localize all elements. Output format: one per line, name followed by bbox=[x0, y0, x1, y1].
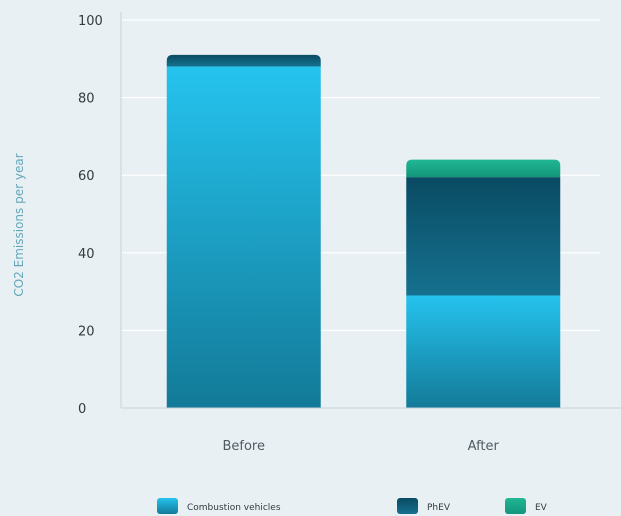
legend-item: PhEV bbox=[397, 498, 451, 514]
y-tick-label: 100 bbox=[78, 14, 103, 29]
x-tick-label: After bbox=[468, 439, 500, 454]
bar-after-ev bbox=[406, 159, 561, 178]
y-tick-label: 20 bbox=[78, 324, 95, 339]
y-tick-label: 60 bbox=[78, 169, 95, 184]
legend-swatch bbox=[397, 498, 418, 514]
legend: Combustion vehicles PhEV EV bbox=[157, 498, 548, 514]
legend-swatch bbox=[505, 498, 526, 514]
bars bbox=[166, 54, 561, 408]
y-tick-label: 0 bbox=[78, 402, 86, 417]
y-axis-title: CO2 Emissions per year bbox=[12, 153, 26, 296]
legend-label: Combustion vehicles bbox=[187, 503, 281, 513]
x-tick-label: Before bbox=[222, 439, 265, 454]
y-tick-label: 40 bbox=[78, 247, 95, 262]
bar-before-phev bbox=[166, 54, 321, 67]
bar-after-combustion-vehicles bbox=[406, 295, 561, 408]
legend-item: Combustion vehicles bbox=[157, 498, 281, 514]
bar-before-combustion-vehicles bbox=[166, 66, 321, 408]
axes: 0 20 40 60 80 100 Before After bbox=[78, 12, 621, 454]
legend-item: EV bbox=[505, 498, 548, 514]
y-tick-label: 80 bbox=[78, 92, 95, 107]
legend-swatch bbox=[157, 498, 178, 514]
legend-label: EV bbox=[535, 503, 548, 513]
bar-after-phev bbox=[406, 177, 561, 296]
legend-label: PhEV bbox=[427, 503, 451, 513]
